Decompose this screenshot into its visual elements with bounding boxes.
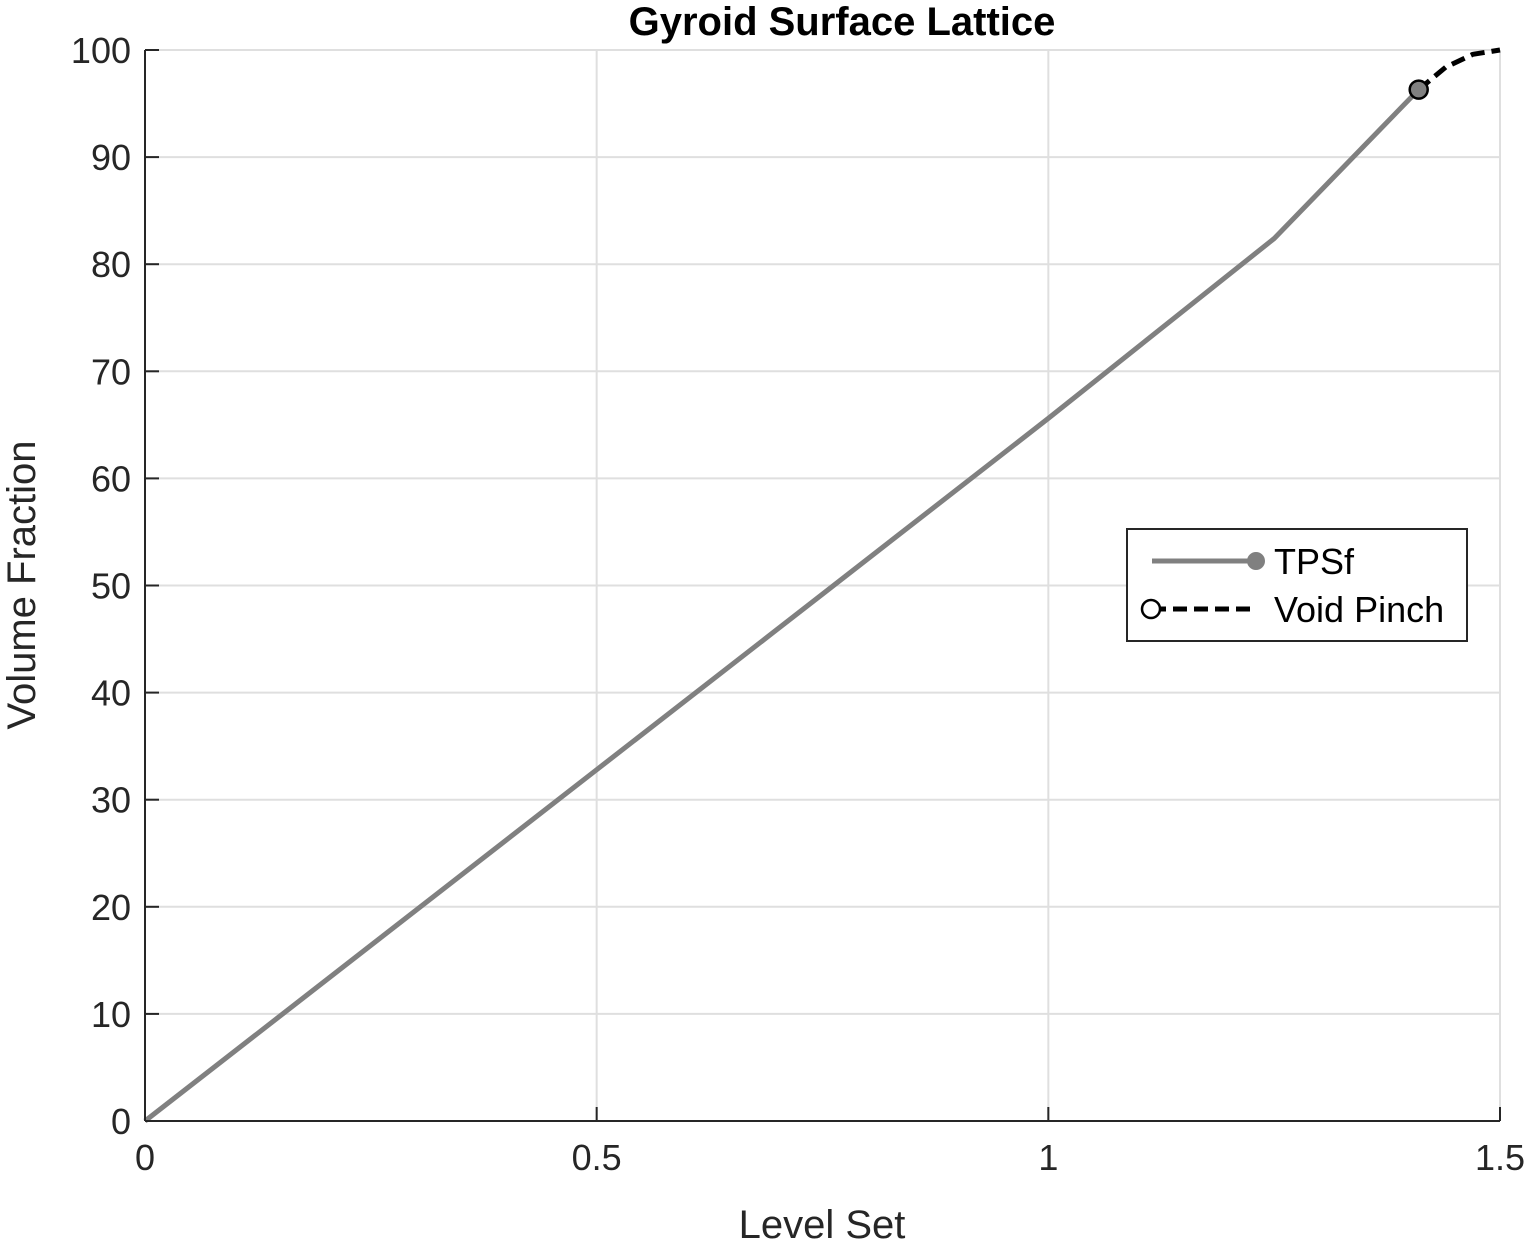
y-tick-label: 80 — [91, 244, 131, 285]
legend: TPSf Void Pinch — [1126, 528, 1468, 642]
x-tick-label: 0.5 — [572, 1137, 622, 1178]
y-tick-label: 0 — [111, 1101, 131, 1142]
y-axis-label: Volume Fraction — [0, 440, 44, 729]
y-tick-label: 10 — [91, 994, 131, 1035]
series-line-void-pinch — [1417, 47, 1501, 92]
x-tick-label: 1.5 — [1475, 1137, 1525, 1178]
x-tick-label: 0 — [135, 1137, 155, 1178]
y-tick-label: 70 — [91, 351, 131, 392]
x-tick-label: 1 — [1038, 1137, 1058, 1178]
transition-point-marker — [1408, 79, 1429, 100]
legend-box — [1126, 528, 1468, 642]
chart-title: Gyroid Surface Lattice — [629, 0, 1056, 44]
y-tick-label: 90 — [91, 137, 131, 178]
series-line-tpsf — [143, 87, 1421, 1123]
y-tick-label: 40 — [91, 673, 131, 714]
legend-label-tpsf: TPSf — [1274, 541, 1355, 582]
y-tick-label: 100 — [71, 30, 131, 71]
legend-marker-void-pinch — [1140, 598, 1162, 620]
tick-labels: 0 0.5 1 1.5 0 10 20 30 40 50 60 70 80 90 100 — [71, 30, 1525, 1178]
series-layer — [143, 47, 1501, 1123]
x-axis-label: Level Set — [739, 1203, 906, 1244]
legend-marker-tpsf — [1247, 552, 1265, 570]
axes — [144, 49, 1501, 1122]
y-tick-label: 20 — [91, 887, 131, 928]
y-tick-label: 50 — [91, 566, 131, 607]
y-tick-label: 60 — [91, 458, 131, 499]
legend-label-void-pinch: Void Pinch — [1274, 589, 1444, 630]
y-tick-label: 30 — [91, 780, 131, 821]
